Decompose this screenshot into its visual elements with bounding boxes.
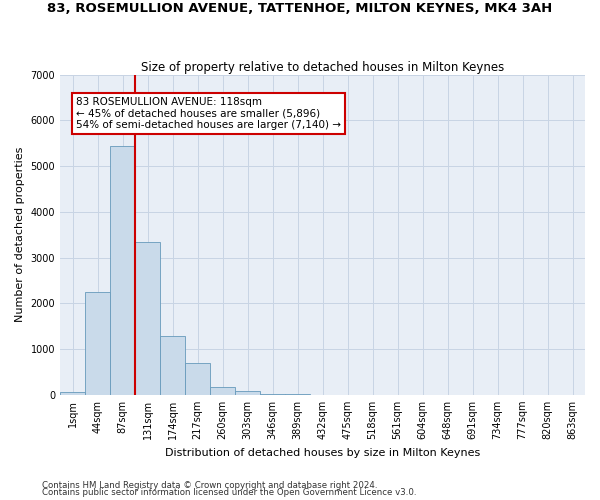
Bar bbox=[260, 394, 285, 395]
Bar bbox=[110, 146, 135, 395]
Text: Contains public sector information licensed under the Open Government Licence v3: Contains public sector information licen… bbox=[42, 488, 416, 497]
Y-axis label: Number of detached properties: Number of detached properties bbox=[15, 147, 25, 322]
Text: Contains HM Land Registry data © Crown copyright and database right 2024.: Contains HM Land Registry data © Crown c… bbox=[42, 480, 377, 490]
Bar bbox=[60, 392, 85, 395]
Bar bbox=[160, 336, 185, 395]
Bar bbox=[235, 392, 260, 395]
Bar bbox=[135, 242, 160, 395]
Text: 83, ROSEMULLION AVENUE, TATTENHOE, MILTON KEYNES, MK4 3AH: 83, ROSEMULLION AVENUE, TATTENHOE, MILTO… bbox=[47, 2, 553, 16]
Bar bbox=[85, 292, 110, 395]
Title: Size of property relative to detached houses in Milton Keynes: Size of property relative to detached ho… bbox=[141, 60, 504, 74]
Bar bbox=[210, 388, 235, 395]
Text: 83 ROSEMULLION AVENUE: 118sqm
← 45% of detached houses are smaller (5,896)
54% o: 83 ROSEMULLION AVENUE: 118sqm ← 45% of d… bbox=[76, 97, 341, 130]
Bar bbox=[185, 363, 210, 395]
X-axis label: Distribution of detached houses by size in Milton Keynes: Distribution of detached houses by size … bbox=[165, 448, 480, 458]
